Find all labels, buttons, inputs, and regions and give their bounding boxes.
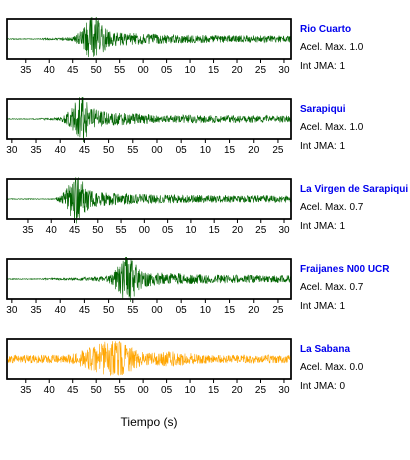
x-tick-label: 25 — [272, 305, 284, 315]
x-tick-label: 45 — [67, 385, 79, 395]
panel-5: 35 40 45 50 55 00 05 10 15 20 25 30 — [6, 337, 292, 395]
panel-plot: 30 35 40 45 50 55 00 05 10 15 20 25 — [6, 97, 292, 155]
plot-frame-outline — [6, 98, 292, 140]
max-acceleration: Acel. Max. 0.7 — [300, 282, 364, 293]
station-name: La Sabana — [300, 344, 351, 355]
jma-intensity: Int JMA: 0 — [300, 381, 346, 392]
x-tick-label: 35 — [22, 225, 34, 235]
x-tick-label: 45 — [79, 145, 91, 155]
x-tick-label: 15 — [224, 145, 236, 155]
jma-intensity: Int JMA: 1 — [300, 141, 346, 152]
panel-plot: 35 40 45 50 55 00 05 10 15 20 25 30 — [6, 338, 292, 395]
x-tick-label: 50 — [92, 225, 104, 235]
x-tick-label: 05 — [161, 385, 173, 395]
panel-1: 35 40 45 50 55 00 05 10 15 20 25 30 — [6, 17, 292, 75]
x-tick-label: 50 — [91, 65, 103, 75]
x-tick-label: 25 — [255, 385, 267, 395]
station-name: Rio Cuarto — [300, 24, 352, 35]
x-axis-label: Tiempo (s) — [120, 415, 178, 429]
jma-intensity: Int JMA: 1 — [300, 301, 346, 312]
x-tick-label: 30 — [278, 385, 290, 395]
x-tick-label: 55 — [127, 305, 139, 315]
x-tick-label: 30 — [278, 225, 290, 235]
jma-intensity: Int JMA: 1 — [300, 61, 346, 72]
x-tick-label: 25 — [272, 145, 284, 155]
plot-frame-outline — [6, 338, 292, 380]
max-acceleration: Acel. Max. 0.7 — [300, 202, 364, 213]
x-tick-label: 40 — [46, 225, 58, 235]
x-tick-label: 50 — [103, 145, 115, 155]
x-tick-label: 15 — [208, 65, 220, 75]
x-tick-label: 10 — [185, 225, 197, 235]
x-tick-label: 20 — [231, 385, 243, 395]
waveform-line — [6, 340, 292, 376]
x-tick-label: 35 — [30, 305, 42, 315]
x-tick-label: 20 — [248, 145, 260, 155]
x-tick-label: 55 — [114, 65, 126, 75]
x-tick-label: 00 — [151, 305, 163, 315]
panel-plot: 35 40 45 50 55 00 05 10 15 20 25 30 — [6, 177, 292, 235]
station-name: La Virgen de Sarapiqui — [300, 184, 409, 195]
x-tick-label: 05 — [161, 65, 173, 75]
plot-frame-outline — [6, 258, 292, 300]
x-tick-label: 40 — [44, 65, 56, 75]
x-tick-label: 35 — [20, 65, 32, 75]
x-tick-label: 05 — [162, 225, 174, 235]
x-tick-label: 10 — [200, 305, 212, 315]
waveform-line — [6, 97, 292, 143]
waveform-line — [6, 177, 292, 224]
panel-plot: 35 40 45 50 55 00 05 10 15 20 25 30 — [6, 17, 292, 75]
panel-4: 30 35 40 45 50 55 00 05 10 15 20 25 — [6, 257, 292, 315]
x-tick-label: 10 — [200, 145, 212, 155]
x-tick-label: 40 — [55, 145, 67, 155]
station-name: Fraijanes N00 UCR — [300, 264, 390, 275]
station-name: Sarapiqui — [300, 104, 346, 115]
x-tick-label: 00 — [139, 225, 151, 235]
jma-intensity: Int JMA: 1 — [300, 221, 346, 232]
x-tick-label: 55 — [116, 225, 128, 235]
waveform-line — [6, 17, 292, 58]
x-tick-label: 40 — [55, 305, 67, 315]
panel-2: 30 35 40 45 50 55 00 05 10 15 20 25 — [6, 97, 292, 155]
x-tick-label: 35 — [30, 145, 42, 155]
x-tick-label: 30 — [6, 305, 18, 315]
x-tick-label: 20 — [231, 65, 243, 75]
x-tick-label: 20 — [232, 225, 244, 235]
max-acceleration: Acel. Max. 0.0 — [300, 362, 364, 373]
x-tick-label: 15 — [208, 385, 220, 395]
x-tick-label: 45 — [79, 305, 91, 315]
x-tick-label: 10 — [185, 65, 197, 75]
x-tick-label: 00 — [138, 385, 150, 395]
x-tick-label: 05 — [176, 305, 188, 315]
x-tick-label: 50 — [103, 305, 115, 315]
x-tick-label: 05 — [176, 145, 188, 155]
x-tick-label: 30 — [6, 145, 18, 155]
x-tick-label: 20 — [248, 305, 260, 315]
x-tick-label: 25 — [255, 225, 267, 235]
x-tick-label: 15 — [224, 305, 236, 315]
x-tick-label: 00 — [151, 145, 163, 155]
x-tick-label: 15 — [209, 225, 221, 235]
x-tick-label: 25 — [255, 65, 267, 75]
plot-frame-outline — [6, 178, 292, 220]
max-acceleration: Acel. Max. 1.0 — [300, 122, 364, 133]
max-acceleration: Acel. Max. 1.0 — [300, 42, 364, 53]
panel-3: 35 40 45 50 55 00 05 10 15 20 25 30 — [6, 177, 292, 235]
panel-plot: 30 35 40 45 50 55 00 05 10 15 20 25 — [6, 257, 292, 315]
x-tick-label: 30 — [278, 65, 290, 75]
x-tick-label: 45 — [69, 225, 81, 235]
x-tick-label: 00 — [138, 65, 150, 75]
x-tick-label: 55 — [127, 145, 139, 155]
x-tick-label: 45 — [67, 65, 79, 75]
plot-frame-outline — [6, 18, 292, 60]
x-tick-label: 50 — [91, 385, 103, 395]
x-tick-label: 35 — [20, 385, 32, 395]
x-tick-label: 10 — [185, 385, 197, 395]
x-tick-label: 55 — [114, 385, 126, 395]
x-tick-label: 40 — [44, 385, 56, 395]
waveform-line — [6, 257, 292, 302]
